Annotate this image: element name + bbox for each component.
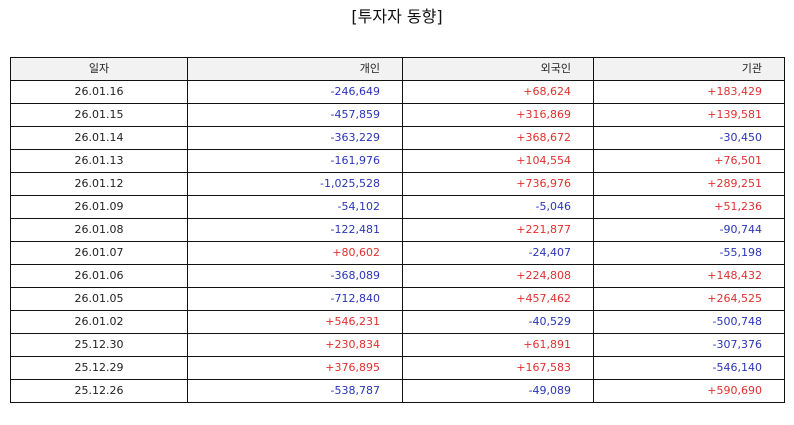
institution-cell: +183,429 (593, 80, 785, 104)
foreign-cell: +736,976 (402, 172, 594, 196)
date-cell: 26.01.07 (10, 241, 188, 265)
individual-cell: +546,231 (187, 310, 403, 334)
institution-cell: +590,690 (593, 379, 785, 403)
individual-cell: -457,859 (187, 103, 403, 127)
table-row: 25.12.29 +376,895 +167,583 -546,140 (10, 356, 785, 380)
date-cell: 26.01.14 (10, 126, 188, 150)
table-row: 26.01.13 -161,976 +104,554 +76,501 (10, 149, 785, 173)
date-cell: 26.01.06 (10, 264, 188, 288)
individual-cell: -538,787 (187, 379, 403, 403)
foreign-cell: -49,089 (402, 379, 594, 403)
table-row: 26.01.06 -368,089 +224,808 +148,432 (10, 264, 785, 288)
header-foreign: 외국인 (402, 57, 594, 81)
individual-cell: -712,840 (187, 287, 403, 311)
foreign-cell: +316,869 (402, 103, 594, 127)
foreign-cell: -40,529 (402, 310, 594, 334)
institution-cell: -546,140 (593, 356, 785, 380)
institution-cell: +139,581 (593, 103, 785, 127)
foreign-cell: +61,891 (402, 333, 594, 357)
institution-cell: -307,376 (593, 333, 785, 357)
table-header-row: 일자 개인 외국인 기관 (10, 57, 785, 81)
table-row: 25.12.26 -538,787 -49,089 +590,690 (10, 379, 785, 403)
table-row: 26.01.15 -457,859 +316,869 +139,581 (10, 103, 785, 127)
header-institution: 기관 (593, 57, 785, 81)
date-cell: 26.01.05 (10, 287, 188, 311)
date-cell: 26.01.12 (10, 172, 188, 196)
foreign-cell: +368,672 (402, 126, 594, 150)
table-row: 25.12.30 +230,834 +61,891 -307,376 (10, 333, 785, 357)
date-cell: 26.01.02 (10, 310, 188, 334)
individual-cell: -54,102 (187, 195, 403, 219)
date-cell: 25.12.30 (10, 333, 188, 357)
foreign-cell: -5,046 (402, 195, 594, 219)
individual-cell: -246,649 (187, 80, 403, 104)
header-individual: 개인 (187, 57, 403, 81)
individual-cell: -1,025,528 (187, 172, 403, 196)
foreign-cell: +68,624 (402, 80, 594, 104)
table-row: 26.01.09 -54,102 -5,046 +51,236 (10, 195, 785, 219)
individual-cell: -363,229 (187, 126, 403, 150)
date-cell: 25.12.29 (10, 356, 188, 380)
table-row: 26.01.07 +80,602 -24,407 -55,198 (10, 241, 785, 265)
foreign-cell: +167,583 (402, 356, 594, 380)
foreign-cell: +457,462 (402, 287, 594, 311)
header-date: 일자 (10, 57, 188, 81)
foreign-cell: +221,877 (402, 218, 594, 242)
date-cell: 26.01.16 (10, 80, 188, 104)
table-row: 26.01.12 -1,025,528 +736,976 +289,251 (10, 172, 785, 196)
foreign-cell: +104,554 (402, 149, 594, 173)
date-cell: 26.01.09 (10, 195, 188, 219)
institution-cell: +51,236 (593, 195, 785, 219)
date-cell: 26.01.13 (10, 149, 188, 173)
individual-cell: -161,976 (187, 149, 403, 173)
table-row: 26.01.02 +546,231 -40,529 -500,748 (10, 310, 785, 334)
foreign-cell: +224,808 (402, 264, 594, 288)
institution-cell: +289,251 (593, 172, 785, 196)
foreign-cell: -24,407 (402, 241, 594, 265)
institution-cell: -30,450 (593, 126, 785, 150)
institution-cell: +76,501 (593, 149, 785, 173)
table-body: 26.01.16 -246,649 +68,624 +183,429 26.01.15-… (10, 80, 785, 403)
individual-cell: +230,834 (187, 333, 403, 357)
institution-cell: +264,525 (593, 287, 785, 311)
individual-cell: +80,602 (187, 241, 403, 265)
table-row: 26.01.16 -246,649 +68,624 +183,429 (10, 80, 785, 104)
institution-cell: -55,198 (593, 241, 785, 265)
institution-cell: -500,748 (593, 310, 785, 334)
investor-trend-table: 일자 개인 외국인 기관 26.01.16 -246,649 +68,624 +183… (10, 57, 785, 403)
institution-cell: -90,744 (593, 218, 785, 242)
individual-cell: +376,895 (187, 356, 403, 380)
individual-cell: -122,481 (187, 218, 403, 242)
individual-cell: -368,089 (187, 264, 403, 288)
page-title: [투자자 동향] (351, 7, 443, 26)
table-row: 26.01.14 -363,229 +368,672 -30,450 (10, 126, 785, 150)
date-cell: 26.01.15 (10, 103, 188, 127)
table-row: 26.01.05 -712,840 +457,462 +264,525 (10, 287, 785, 311)
table-row: 26.01.08 -122,481 +221,877 -90,744 (10, 218, 785, 242)
date-cell: 25.12.26 (10, 379, 188, 403)
institution-cell: +148,432 (593, 264, 785, 288)
date-cell: 26.01.08 (10, 218, 188, 242)
